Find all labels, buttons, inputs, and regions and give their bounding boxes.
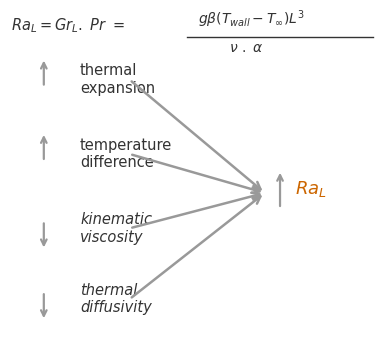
Text: $Ra_L$: $Ra_L$ [295,179,327,199]
Text: $\nu\ .\ \alpha$: $\nu\ .\ \alpha$ [229,41,263,55]
Text: $Ra_L = Gr_L.\ Pr\ =\ $: $Ra_L = Gr_L.\ Pr\ =\ $ [11,16,125,35]
Text: temperature
difference: temperature difference [80,138,172,170]
Text: kinematic
viscosity: kinematic viscosity [80,212,152,245]
Text: $g\beta(T_{wall}-T_{\infty})L^3$: $g\beta(T_{wall}-T_{\infty})L^3$ [198,9,305,30]
Text: thermal
expansion: thermal expansion [80,63,155,96]
Text: thermal
diffusivity: thermal diffusivity [80,283,152,315]
